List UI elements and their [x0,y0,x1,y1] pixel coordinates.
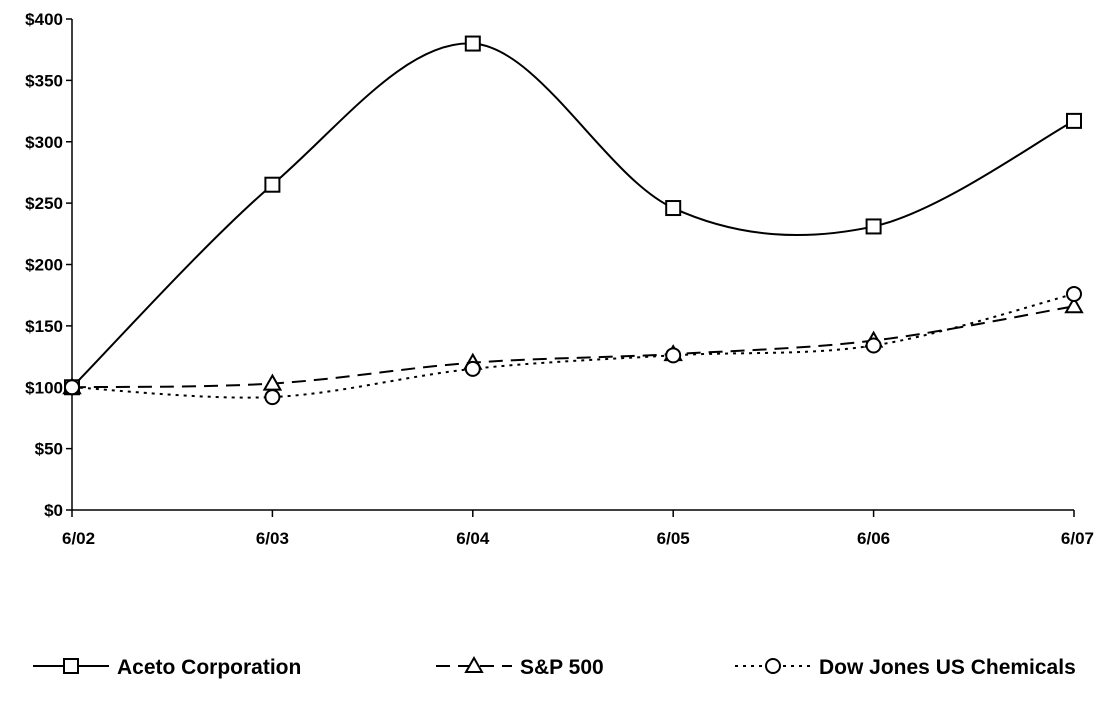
x-axis-ticks: 6/02 6/03 6/04 6/05 6/06 6/07 [62,510,1094,548]
legend-label-dow-jones-us-chemicals: Dow Jones US Chemicals [819,656,1076,679]
y-tick-label: $350 [25,71,63,90]
data-point-dow-jones-us-chemicals [865,337,882,354]
data-point-dow-jones-us-chemicals [264,389,281,406]
series-line-dow-jones-us-chemicals [71,292,1075,399]
x-tick-label: 6/03 [256,529,289,548]
data-point-dow-jones-us-chemicals [464,360,481,377]
legend-marker-s-p-500 [464,655,484,673]
y-tick-label: $50 [35,440,63,459]
data-point-dow-jones-us-chemicals [1066,285,1082,302]
legend-label-aceto-corporation: Aceto Corporation [117,656,301,679]
legend-label-s-p-500: S&P 500 [520,656,604,679]
data-point-dow-jones-us-chemicals [665,347,682,364]
legend-item-dow-jones-us-chemicals: Dow Jones US Chemicals [735,656,1076,679]
x-tick-label: 6/05 [657,529,690,548]
x-tick-label: 6/06 [857,529,890,548]
data-point-s-p-500 [1064,296,1084,314]
legend-marker-dow-jones-us-chemicals [765,658,781,674]
data-point-aceto-corporation [865,218,882,235]
axes [71,19,1074,511]
series-aceto-corporation [64,35,1082,396]
y-tick-label: $0 [44,501,63,520]
x-tick-label: 6/07 [1061,529,1094,548]
y-tick-label: $400 [25,10,63,29]
y-tick-label: $100 [25,378,63,397]
x-tick-label: 6/04 [456,529,490,548]
series-group [62,35,1084,406]
data-point-dow-jones-us-chemicals [64,379,80,396]
x-tick-label: 6/02 [62,529,95,548]
series-dow-jones-us-chemicals [64,285,1082,406]
series-line-s-p-500 [71,305,1075,389]
y-axis-ticks: $0 $50 $100 $150 $200 $250 $300 $350 $400 [25,10,72,520]
data-point-aceto-corporation [264,176,281,193]
legend: Aceto Corporation S&P 500 Dow Jones US Che… [33,655,1076,679]
y-tick-label: $250 [25,194,63,213]
series-line-aceto-corporation [71,42,1075,388]
legend-item-s-p-500: S&P 500 [436,655,604,679]
data-point-aceto-corporation [665,200,682,217]
data-point-aceto-corporation [464,35,481,52]
legend-marker-aceto-corporation [63,658,79,674]
legend-item-aceto-corporation: Aceto Corporation [33,656,301,679]
y-tick-label: $300 [25,133,63,152]
series-s-p-500 [62,296,1084,395]
data-point-aceto-corporation [1066,112,1082,129]
y-tick-label: $150 [25,317,63,336]
y-tick-label: $200 [25,256,63,275]
